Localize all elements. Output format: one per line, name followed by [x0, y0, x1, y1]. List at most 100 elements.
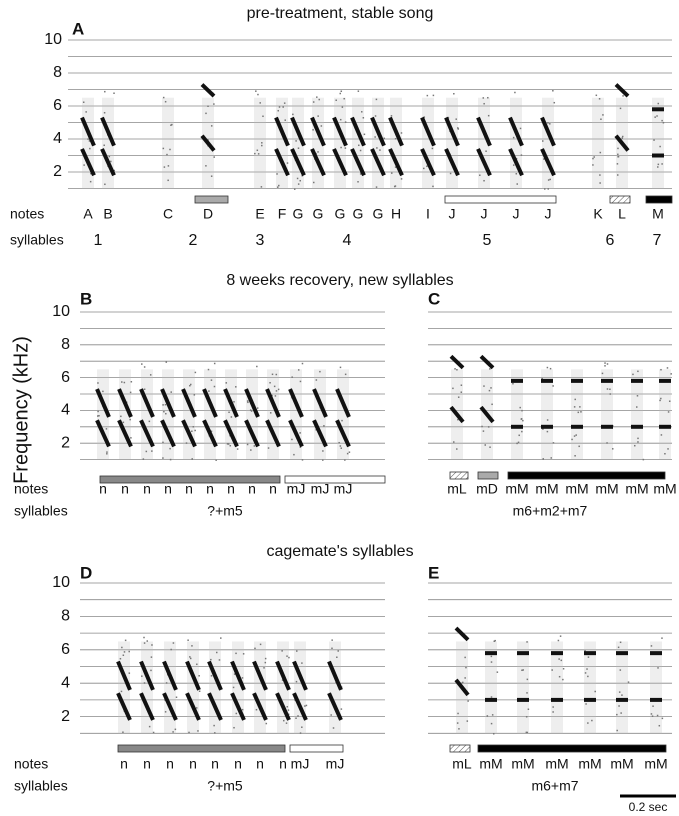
speckle — [490, 722, 493, 725]
speckle — [661, 637, 663, 639]
speckle — [552, 385, 554, 387]
speckle — [323, 425, 325, 427]
speckle — [456, 448, 458, 450]
speckle — [128, 672, 131, 674]
section-title: pre-treatment, stable song — [247, 5, 434, 22]
speckle — [518, 434, 520, 437]
speckle — [558, 658, 560, 660]
speckle — [341, 419, 343, 422]
speckle — [466, 720, 469, 722]
speckle — [621, 694, 623, 696]
speckle — [637, 441, 639, 443]
note-label: mM — [511, 756, 534, 772]
speckle — [316, 96, 318, 98]
speckle — [297, 715, 299, 717]
speckle — [123, 651, 126, 653]
speckle — [599, 151, 602, 154]
speckle — [636, 406, 638, 408]
note-label: n — [279, 756, 287, 772]
spectrogram-note — [200, 83, 216, 98]
speckle — [599, 182, 601, 184]
speckle — [400, 178, 403, 180]
speckle — [591, 719, 593, 722]
spectrogram-note — [80, 148, 96, 177]
speckle — [163, 166, 166, 168]
speckle — [259, 643, 262, 646]
speckle — [215, 651, 218, 654]
note-label: mL — [452, 756, 472, 772]
speckle — [278, 184, 280, 187]
speckle — [264, 657, 267, 660]
speckle — [457, 127, 459, 129]
speckle — [196, 663, 198, 666]
note-label: n — [206, 481, 214, 497]
speckle — [339, 445, 342, 447]
speckle — [394, 138, 397, 140]
syllable-bar — [609, 195, 631, 204]
speckle — [490, 387, 492, 389]
speckle — [210, 379, 213, 381]
speckle — [103, 144, 105, 147]
spectrogram-note — [80, 116, 96, 147]
speckle — [493, 640, 496, 643]
speckle — [604, 362, 606, 364]
speckle — [261, 144, 263, 147]
speckle — [458, 728, 460, 730]
speckle — [521, 409, 523, 412]
y-tick-label: 4 — [61, 402, 70, 419]
speckle — [171, 123, 173, 126]
speckle — [611, 448, 614, 450]
speckle — [122, 731, 124, 733]
speckle — [344, 459, 346, 461]
speckle — [552, 706, 554, 708]
speckle — [83, 164, 85, 166]
speckle — [322, 459, 324, 461]
note-label: mM — [625, 481, 648, 497]
spectrogram-note — [370, 116, 386, 147]
speckle — [394, 166, 397, 168]
speckle — [551, 669, 553, 671]
speckle — [457, 396, 460, 398]
speckle — [192, 426, 195, 428]
speckle — [654, 116, 656, 118]
speckle — [616, 713, 618, 716]
speckle — [550, 457, 552, 459]
spectrogram-note — [274, 116, 290, 147]
speckle — [335, 99, 337, 102]
spectrogram-note — [370, 148, 386, 177]
note-label: n — [121, 481, 129, 497]
spectrogram-note — [95, 419, 111, 448]
speckle — [207, 368, 210, 371]
speckle — [653, 139, 655, 141]
speckle — [650, 645, 653, 647]
speckle — [657, 102, 660, 105]
speckle — [162, 441, 164, 444]
speckle — [357, 90, 360, 92]
y-tick-label: 10 — [52, 303, 70, 320]
spectrogram-note — [508, 148, 524, 177]
syllable-label: 5 — [483, 232, 492, 249]
spectrogram-note — [479, 405, 495, 424]
speckle — [526, 692, 528, 694]
spectrogram-note — [223, 388, 239, 418]
note-label: n — [143, 756, 151, 772]
speckle — [256, 365, 258, 368]
spectrogram-note — [476, 148, 492, 177]
speckle — [449, 172, 452, 175]
speckle — [129, 391, 132, 394]
speckle — [516, 442, 518, 445]
speckle — [601, 372, 604, 375]
syllable-bar — [444, 195, 557, 204]
note-label: n — [234, 756, 242, 772]
spectrogram-note — [312, 388, 328, 418]
syllable-label: 3 — [256, 232, 265, 249]
speckle — [195, 707, 198, 709]
speckle — [198, 690, 201, 693]
speckle — [661, 163, 663, 165]
spectrogram-noise — [601, 369, 613, 460]
speckle — [456, 369, 458, 371]
speckle — [169, 447, 171, 450]
speckle — [661, 717, 664, 720]
speckle — [579, 406, 581, 408]
speckle — [337, 650, 339, 652]
